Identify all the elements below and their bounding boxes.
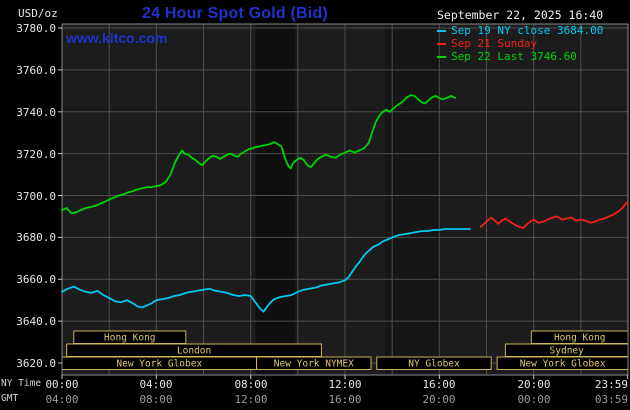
legend-label: Sep 22 Last 3746.60: [451, 50, 577, 63]
y-tick-label: 3720.0: [16, 148, 56, 161]
y-tick-label: 3680.0: [16, 231, 56, 244]
legend-item-sep21: Sep 21 Sunday: [437, 37, 603, 50]
y-tick-label: 3740.0: [16, 106, 56, 119]
session-box-label: NY Globex: [408, 359, 460, 370]
x-tick-gmt: 20:00: [422, 393, 456, 406]
legend-item-sep22: Sep 22 Last 3746.60: [437, 50, 603, 63]
session-box: [256, 356, 372, 370]
x-tick-gmt: 12:00: [234, 393, 268, 406]
legend: Sep 19 NY close 3684.00 Sep 21 Sunday Se…: [437, 24, 603, 63]
session-box-label: New York Globex: [116, 359, 202, 370]
line-swatch-icon: [437, 56, 446, 58]
series-line: [61, 94, 457, 215]
y-tick-label: 3760.0: [16, 64, 56, 77]
session-box-label: Sydney: [550, 346, 585, 357]
shaded-band: [255, 24, 296, 375]
session-box-label: Hong Kong: [104, 333, 155, 344]
y-axis-units-label: USD/oz: [18, 7, 58, 20]
session-box: [376, 356, 492, 370]
x-tick-gmt: 08:00: [139, 393, 173, 406]
x-tick-ny: 20:00: [517, 378, 551, 391]
x-tick-gmt: 03:59: [594, 393, 628, 406]
x-tick-ny: 04:00: [139, 378, 173, 391]
page-title: 24 Hour Spot Gold (Bid): [142, 5, 328, 22]
x-tick-ny: 23:59: [594, 378, 628, 391]
line-swatch-icon: [437, 43, 446, 45]
grid-lines: [62, 24, 628, 375]
y-tick-label: 3700.0: [16, 190, 56, 203]
ny-time-axis-label: NY Time: [1, 378, 42, 389]
axis-ticks: [58, 27, 629, 379]
legend-item-sep19: Sep 19 NY close 3684.00: [437, 24, 603, 37]
price-series: [61, 94, 629, 313]
series-line: [61, 228, 471, 313]
series-line: [479, 200, 629, 229]
shaded-band: [385, 24, 441, 375]
kitco-watermark-link[interactable]: www.kitco.com: [66, 30, 168, 46]
y-tick-label: 3780.0: [16, 22, 56, 35]
x-tick-ny: 16:00: [422, 378, 456, 391]
legend-label: Sep 19 NY close 3684.00: [451, 24, 604, 37]
y-tick-label: 3660.0: [16, 273, 56, 286]
x-tick-gmt: 16:00: [328, 393, 362, 406]
x-tick-gmt: 00:00: [517, 393, 551, 406]
market-session-boxes: Hong Kong Hong Kong London Sydney New York G…: [61, 330, 629, 370]
session-box-label: New York Globex: [520, 359, 606, 370]
gmt-axis-label: GMT: [1, 393, 19, 404]
session-box-label: Hong Kong: [554, 333, 605, 344]
legend-label: Sep 21 Sunday: [451, 37, 538, 50]
y-tick-label: 3640.0: [16, 315, 56, 328]
x-tick-ny: 00:00: [45, 378, 79, 391]
chart-timestamp: September 22, 2025 16:40: [437, 8, 604, 22]
x-tick-ny: 12:00: [328, 378, 362, 391]
session-box-label: London: [177, 346, 211, 357]
session-box-label: New York NYMEX: [274, 359, 354, 370]
x-tick-gmt: 04:00: [45, 393, 79, 406]
line-swatch-icon: [437, 30, 446, 32]
y-tick-label: 3620.0: [16, 357, 56, 370]
x-tick-ny: 08:00: [234, 378, 268, 391]
